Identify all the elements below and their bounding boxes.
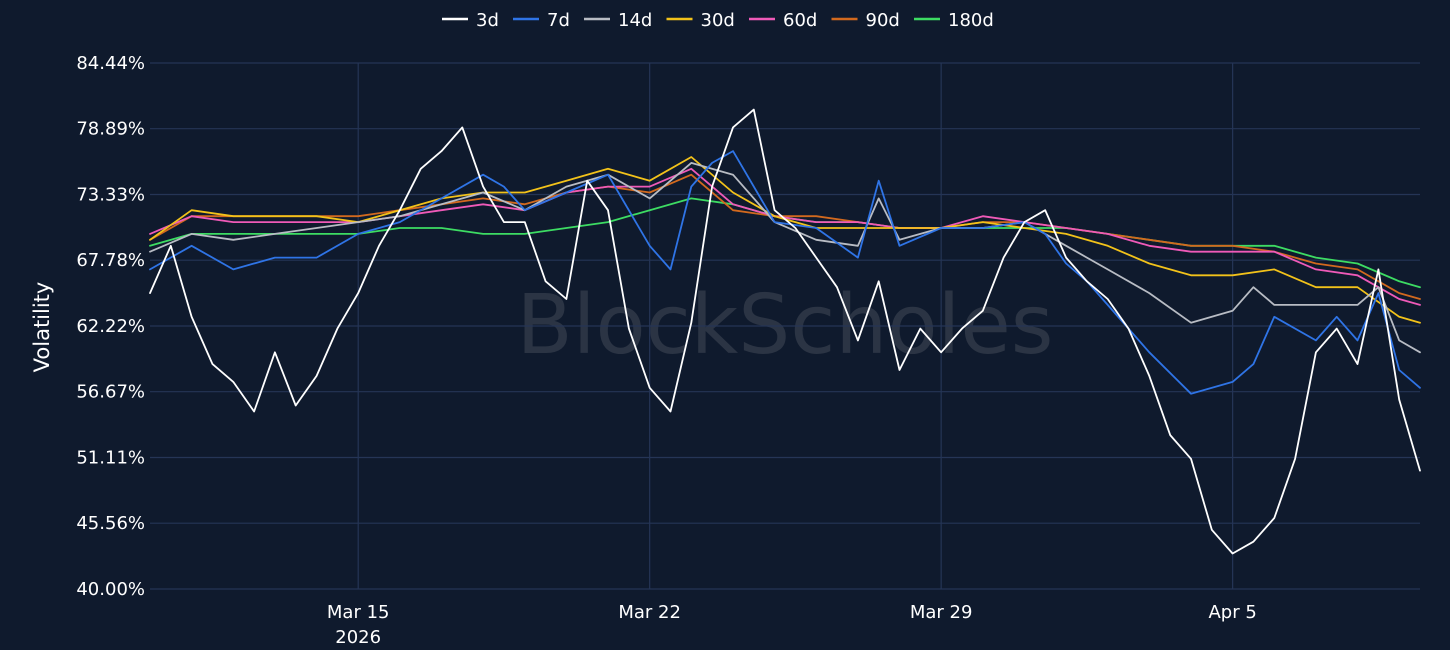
x-tick-label: Mar 29: [910, 602, 973, 623]
y-tick-label: 78.89%: [76, 119, 145, 140]
legend-label-7d: 7d: [547, 10, 570, 31]
series-line-90d: [149, 173, 1421, 300]
x-tick-label: Mar 22: [618, 602, 681, 623]
legend-label-14d: 14d: [618, 10, 652, 31]
legend-label-3d: 3d: [476, 10, 499, 31]
series-line-180d: [149, 197, 1421, 289]
x-tick-label: Mar 15: [327, 602, 390, 623]
legend-label-90d: 90d: [866, 10, 900, 31]
series-line-3d: [149, 108, 1421, 555]
y-tick-label: 73.33%: [76, 185, 145, 206]
y-tick-label: 51.11%: [76, 448, 145, 469]
legend-label-180d: 180d: [948, 10, 994, 31]
y-axis-label: Volatility: [30, 282, 54, 373]
y-tick-label: 67.78%: [76, 250, 145, 271]
legend-label-60d: 60d: [783, 10, 817, 31]
y-tick-label: 40.00%: [76, 579, 145, 600]
y-tick-label: 56.67%: [76, 382, 145, 403]
series-line-30d: [149, 156, 1421, 324]
x-tick-year-label: 2026: [335, 627, 381, 648]
y-tick-label: 45.56%: [76, 513, 145, 534]
series-line-7d: [149, 150, 1421, 395]
y-tick-label: 84.44%: [76, 53, 145, 74]
x-tick-label: Apr 5: [1208, 602, 1256, 623]
y-tick-label: 62.22%: [76, 316, 145, 337]
legend-label-30d: 30d: [701, 10, 735, 31]
